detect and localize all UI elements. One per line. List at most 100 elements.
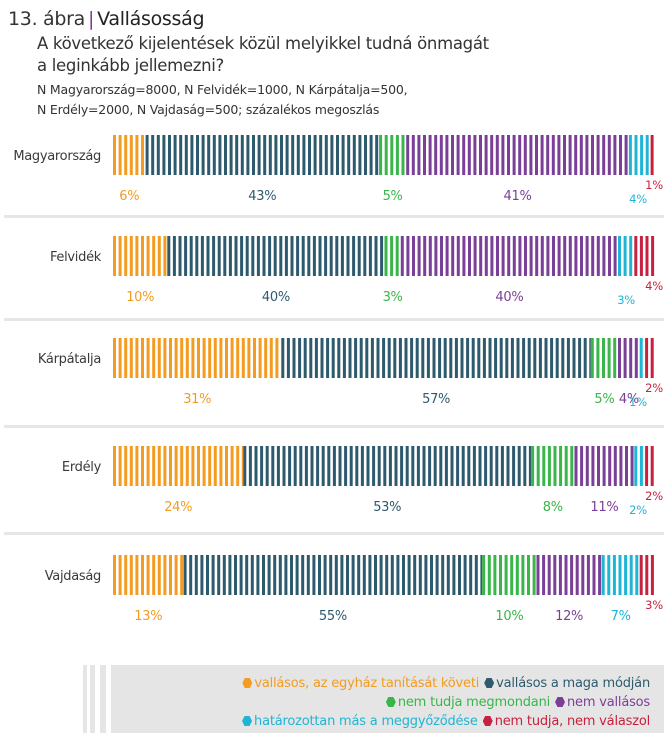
bar-stripe [383, 446, 387, 486]
bar-segment [531, 446, 574, 486]
bar-stripe [113, 135, 116, 175]
bar-stripe [355, 446, 359, 486]
bar-stripe [624, 555, 628, 595]
legend-label: nem tudja, nem válaszol [494, 714, 651, 729]
bar-stripe [248, 446, 252, 486]
bar-stripe [273, 236, 277, 276]
bar-stripe [480, 555, 483, 595]
data-label: 3% [383, 290, 403, 305]
bar-stripe [360, 446, 364, 486]
bar-stripe [535, 135, 538, 175]
bar-stripe [332, 446, 336, 486]
bar-stripe [445, 135, 449, 175]
bar-stripe [640, 135, 644, 175]
bar-stripe [129, 135, 133, 175]
bar-stripe [189, 236, 193, 276]
bar-stripe [267, 555, 271, 595]
bar-stripe [400, 446, 404, 486]
bar-stripe [495, 446, 499, 486]
bar-stripe [462, 135, 466, 175]
sample-size-line-1: N Magyarország=8000, N Felvidék=1000, N … [37, 82, 408, 97]
bar-stripe [451, 135, 454, 175]
bar-stripe [564, 555, 568, 595]
bar-stripe [222, 555, 226, 595]
bar-stripe [349, 446, 353, 486]
bar-stripe [390, 135, 394, 175]
bar-stripe [623, 338, 627, 378]
bar-stripe [301, 555, 305, 595]
bar-stripe [239, 555, 243, 595]
bar-stripe [217, 236, 221, 276]
bar-stripe [319, 135, 323, 175]
bar-stripe [482, 555, 486, 595]
data-label: 2% [645, 489, 663, 503]
hexagon-marker-icon [242, 716, 253, 726]
bar-segment [113, 338, 279, 378]
bar-stripe [482, 338, 486, 378]
bar-stripe [293, 446, 297, 486]
bar-stripe [404, 338, 408, 378]
bar-stripe [432, 338, 436, 378]
category-label: Erdély [62, 460, 102, 475]
bar-stripe [124, 135, 128, 175]
bar-stripe [124, 236, 128, 276]
bar-stripe [467, 135, 471, 175]
bar-stripe [284, 236, 288, 276]
bar-stripe [308, 135, 311, 175]
bar-stripe [558, 555, 562, 595]
data-label: 12% [555, 609, 583, 624]
bar-stripe [515, 555, 519, 595]
bar-stripe [251, 236, 255, 276]
bar-stripe [340, 236, 344, 276]
bar-stripe [141, 555, 144, 595]
bar-stripe [533, 338, 537, 378]
bar-stripe [213, 338, 217, 378]
bar-stripe [372, 446, 376, 486]
bar-stripe [634, 135, 638, 175]
bar-stripe [200, 555, 204, 595]
bar-stripe [572, 338, 576, 378]
bar-stripe [547, 446, 551, 486]
legend-row: vallásos, az egyház tanítását követi vall… [237, 675, 650, 693]
bar-stripe [494, 338, 498, 378]
bar-stripe [382, 338, 386, 378]
bar-stripe [269, 338, 273, 378]
bar-stripe [538, 338, 542, 378]
bar-stripe [124, 446, 128, 486]
bar-stripe [318, 236, 322, 276]
bar-stripe [230, 338, 234, 378]
bar-stripe [422, 446, 426, 486]
bar-stripe [307, 236, 311, 276]
bar-stripe [281, 338, 285, 378]
bar-stripe [553, 446, 557, 486]
bar-stripe [157, 338, 161, 378]
legend-row: határozottan más a meggyőződése nem tudja… [237, 713, 650, 731]
bar-stripe [473, 236, 477, 276]
bar-stripe [135, 338, 139, 378]
bar-stripe [566, 338, 570, 378]
bar-stripe [521, 555, 525, 595]
bar-stripe [613, 446, 617, 486]
bar-stripe [413, 555, 417, 595]
hexagon-marker-icon [484, 678, 495, 688]
sample-size-line-2: N Erdély=2000, N Vajdaság=500; százaléko… [37, 102, 380, 117]
bar-stripe [406, 236, 410, 276]
bar-stripe [529, 135, 533, 175]
bar-segment [167, 236, 384, 276]
bar-segment [645, 446, 654, 486]
bar-stripe [645, 135, 649, 175]
bar-stripe [585, 135, 589, 175]
bar-stripe [141, 236, 144, 276]
bar-stripe [478, 446, 482, 486]
bar-stripe [428, 236, 432, 276]
question-line-1: A következő kijelentések közül melyikkel… [37, 34, 489, 53]
bar-stripe [385, 555, 389, 595]
bar-stripe [394, 446, 398, 486]
bar-stripe [510, 555, 514, 595]
data-label: 31% [183, 392, 211, 407]
bar-stripe [421, 338, 425, 378]
legend-label: vallásos, az egyház tanítását követi [254, 676, 480, 691]
bar-stripe [415, 338, 419, 378]
bar-stripe [296, 135, 300, 175]
bar-stripe [157, 555, 161, 595]
